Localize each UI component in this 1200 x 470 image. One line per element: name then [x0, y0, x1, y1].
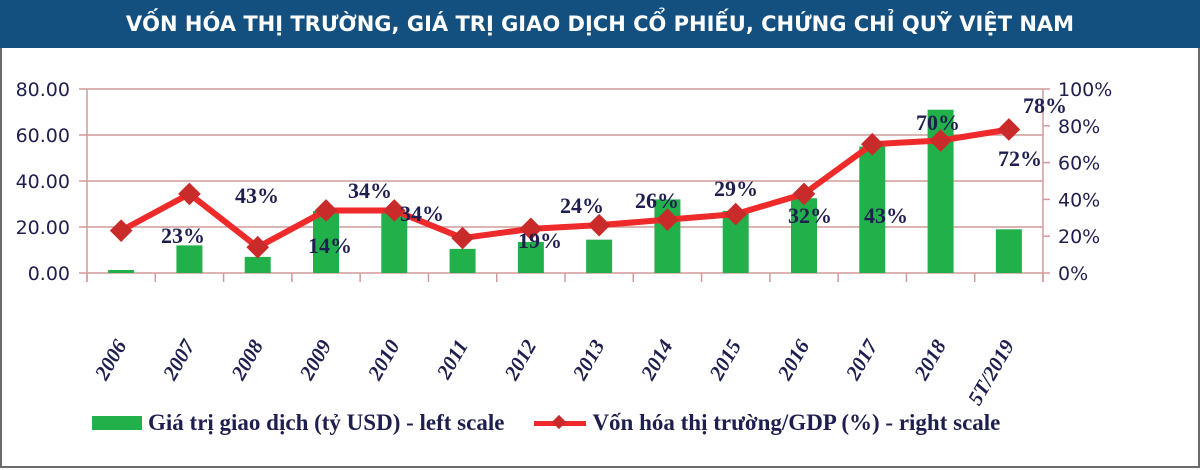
data-label: 43%: [864, 203, 908, 228]
x-axis-label: 2006: [89, 335, 132, 385]
data-label: 14%: [308, 233, 352, 258]
legend: Giá trị giao dịch (tỷ USD) - left scale …: [92, 410, 1000, 436]
x-axis-label: 2012: [499, 335, 542, 385]
data-label: 43%: [235, 183, 279, 208]
bar-2008: [244, 256, 271, 273]
data-label: 29%: [714, 176, 758, 201]
x-axis-label: 2016: [772, 335, 815, 385]
bar-2011: [449, 248, 476, 273]
right-axis-tick-label: 100%: [1058, 79, 1112, 101]
left-axis-tick-label: 20.00: [16, 217, 70, 239]
bar-2012: [517, 241, 544, 273]
data-label: 26%: [635, 188, 679, 213]
x-axis-label: 2018: [909, 335, 952, 385]
chart-title: VỐN HÓA THỊ TRƯỜNG, GIÁ TRỊ GIAO DỊCH CỔ…: [0, 0, 1200, 48]
left-axis-tick-label: 0.00: [28, 263, 70, 285]
bar-2007: [176, 245, 203, 273]
marker-2011: [451, 226, 474, 250]
left-axis-tick-label: 60.00: [16, 125, 70, 147]
bar-2010: [381, 212, 408, 273]
x-axis-label: 2007: [157, 334, 200, 385]
left-axis-tick-label: 40.00: [16, 171, 70, 193]
data-label: 32%: [788, 203, 832, 228]
data-label: 72%: [998, 146, 1042, 171]
x-axis-label: 2017: [840, 334, 883, 385]
marker-5T/2019: [997, 118, 1021, 141]
right-axis-tick-label: 20%: [1058, 226, 1100, 248]
right-axis-tick-label: 80%: [1058, 116, 1100, 138]
x-axis-label: 2013: [567, 336, 609, 385]
marker-2008: [246, 235, 270, 259]
bar-2016: [791, 198, 817, 273]
legend-bar-swatch: [92, 416, 142, 430]
line-series: [119, 126, 1010, 251]
x-axis-label: 2010: [362, 335, 405, 385]
data-label: 24%: [560, 193, 604, 218]
bar-5T/2019: [995, 229, 1022, 273]
legend-line-label: Vốn hóa thị trường/GDP (%) - right scale: [592, 410, 1001, 435]
x-axis-label: 2011: [431, 336, 473, 384]
x-axis-label: 2015: [704, 336, 746, 385]
marker-2006: [109, 219, 133, 242]
data-label: 34%: [400, 201, 444, 226]
data-label: 23%: [161, 223, 205, 248]
data-label: 19%: [518, 228, 562, 253]
left-axis-tick-label: 80.00: [16, 79, 70, 101]
data-label: 70%: [916, 110, 960, 135]
data-label: 78%: [1023, 93, 1067, 118]
x-axis-label: 2008: [226, 335, 269, 385]
x-axis-label: 2009: [294, 335, 337, 385]
data-label: 34%: [348, 178, 392, 203]
bar-2013: [586, 239, 613, 273]
x-axis-label: 5T/2019: [963, 335, 1020, 409]
right-axis-tick-label: 60%: [1058, 153, 1100, 175]
legend-line-swatch: [534, 416, 587, 430]
bar-2006: [108, 270, 135, 273]
x-axis-label: 2014: [635, 336, 677, 385]
right-axis-tick-label: 0%: [1058, 263, 1088, 285]
legend-bar-label: Giá trị giao dịch (tỷ USD) - left scale: [148, 410, 505, 435]
right-axis-tick-label: 40%: [1058, 189, 1100, 211]
bar-2017: [859, 146, 886, 273]
